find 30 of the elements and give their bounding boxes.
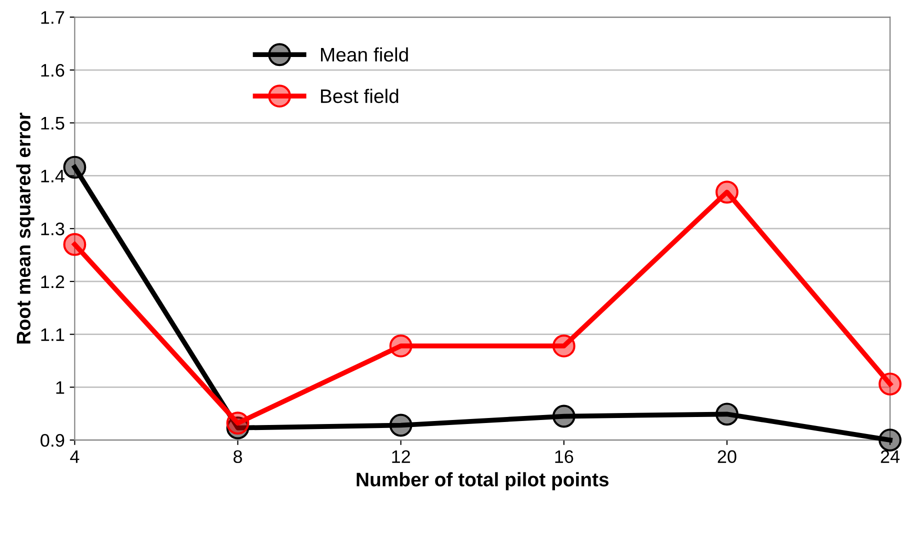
point <box>389 334 412 358</box>
x-tick-label: 16 <box>555 450 574 464</box>
legend-label: Best field <box>321 88 398 104</box>
y-tick-label: 1.5 <box>41 117 64 130</box>
y-tick-label: 1.6 <box>41 64 64 77</box>
legend-label: Mean field <box>321 47 408 62</box>
point <box>878 428 902 452</box>
point <box>552 334 576 358</box>
point <box>63 156 86 179</box>
x-axis-title: Number of total pilot points <box>356 472 608 490</box>
x-tick-label: 8 <box>234 450 242 464</box>
point <box>63 233 86 256</box>
y-tick-label: 1.3 <box>41 222 64 236</box>
point <box>226 412 250 435</box>
x-tick-label: 24 <box>880 450 900 463</box>
point <box>716 180 738 204</box>
y-tick-label: 1 <box>56 381 64 394</box>
y-tick-label: 1.2 <box>41 275 64 288</box>
y-tick-label: 1.4 <box>41 170 64 182</box>
y-tick-label: 1.7 <box>41 11 64 24</box>
point <box>716 402 738 426</box>
x-tick-label: 20 <box>718 450 736 464</box>
point <box>878 372 902 396</box>
x-tick-label: 4 <box>70 450 80 463</box>
point <box>389 414 412 437</box>
x-tick-label: 12 <box>392 450 410 463</box>
y-tick-label: 1.1 <box>41 328 64 341</box>
y-tick-label: 0.9 <box>40 434 64 447</box>
y-axis-title: Root mean squared error <box>16 112 34 344</box>
point <box>552 404 576 428</box>
